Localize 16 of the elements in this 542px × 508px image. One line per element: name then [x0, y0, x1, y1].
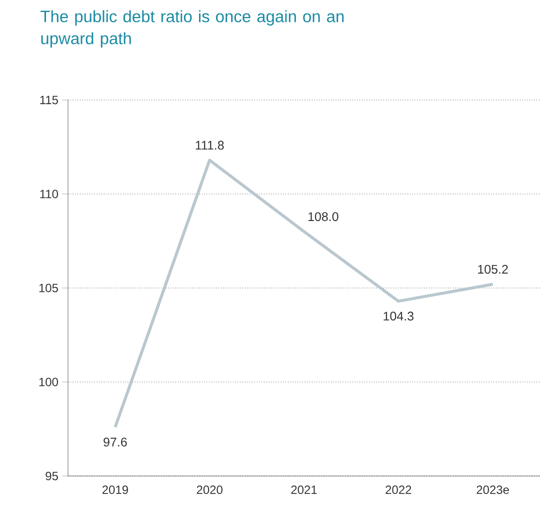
data-label: 105.2 — [478, 264, 508, 274]
y-tick-label: 105 — [39, 284, 58, 292]
data-label: 108.0 — [308, 212, 338, 222]
y-tick-label: 115 — [40, 96, 58, 104]
data-label: 104.3 — [384, 312, 414, 321]
data-label: 111.8 — [196, 140, 224, 150]
x-tick-label: 2020 — [196, 486, 222, 494]
data-label: 97.6 — [104, 438, 127, 446]
x-tick-label: 2019 — [102, 486, 128, 494]
y-tick-label: 95 — [46, 472, 58, 480]
x-tick-label: 2021 — [291, 486, 317, 494]
y-tick-label: 110 — [40, 190, 58, 198]
chart-title: The public debt ratio is once again on an upward path — [40, 10, 344, 48]
x-tick-label: 2023e — [476, 486, 509, 494]
y-tick-label: 100 — [39, 378, 58, 386]
x-tick-label: 2022 — [386, 486, 412, 494]
